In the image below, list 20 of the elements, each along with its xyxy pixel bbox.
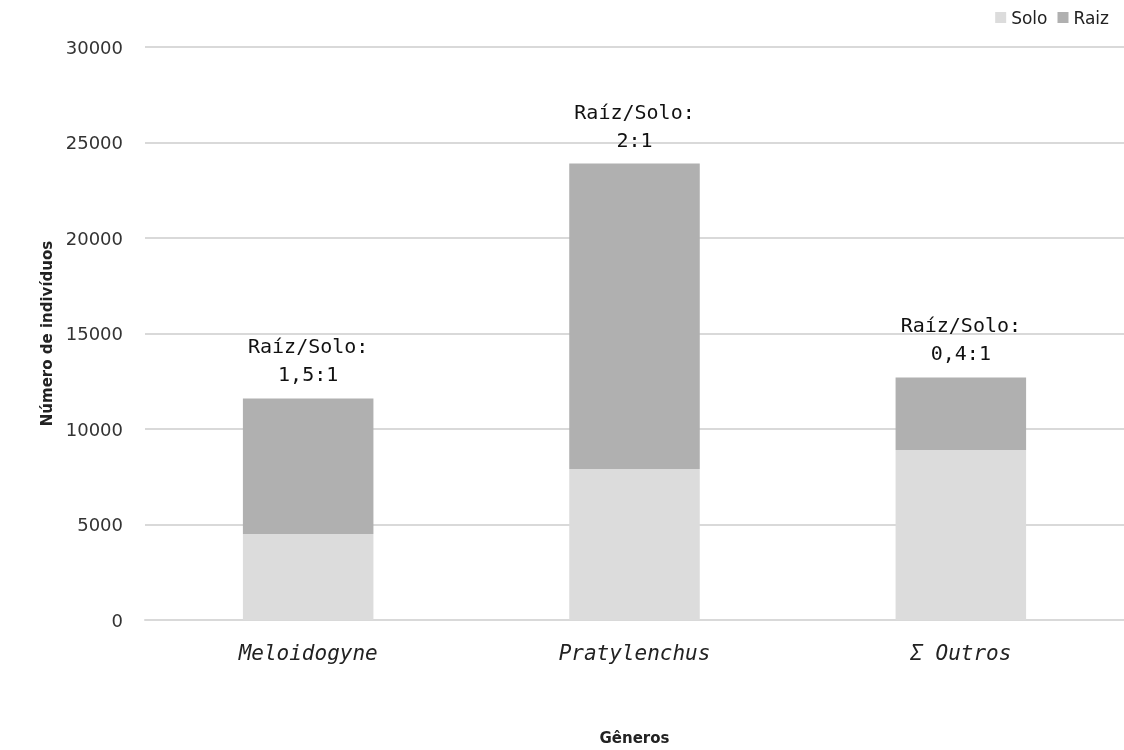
x-axis-title: Gêneros	[599, 728, 670, 747]
annotation: Raíz/Solo: 2:1	[574, 99, 695, 152]
y-tick-label: 20000	[65, 227, 123, 249]
bar	[895, 377, 1027, 451]
y-tick-label: 10000	[65, 418, 123, 440]
y-tick-label: 0	[111, 609, 123, 631]
y-tick-label: 5000	[77, 514, 123, 535]
y-tick-label: 30000	[65, 36, 123, 58]
legend-label: Solo	[1011, 7, 1048, 28]
x-tick-label: Pratylenchus	[558, 640, 711, 665]
y-axis-title: Número de indivíduos	[38, 240, 57, 427]
x-tick-label: Meloidogyne	[237, 640, 378, 665]
bar	[569, 163, 700, 470]
y-tick-label: 25000	[65, 132, 123, 153]
annotation: Raíz/Solo: 0,4:1	[900, 313, 1022, 366]
legend-label: Raiz	[1073, 7, 1110, 28]
x-tick-label: Σ Outros	[909, 640, 1012, 665]
bar	[242, 398, 374, 535]
annotation: Raíz/Solo: 1,5:1	[247, 334, 369, 387]
y-tick-label: 15000	[65, 323, 123, 344]
